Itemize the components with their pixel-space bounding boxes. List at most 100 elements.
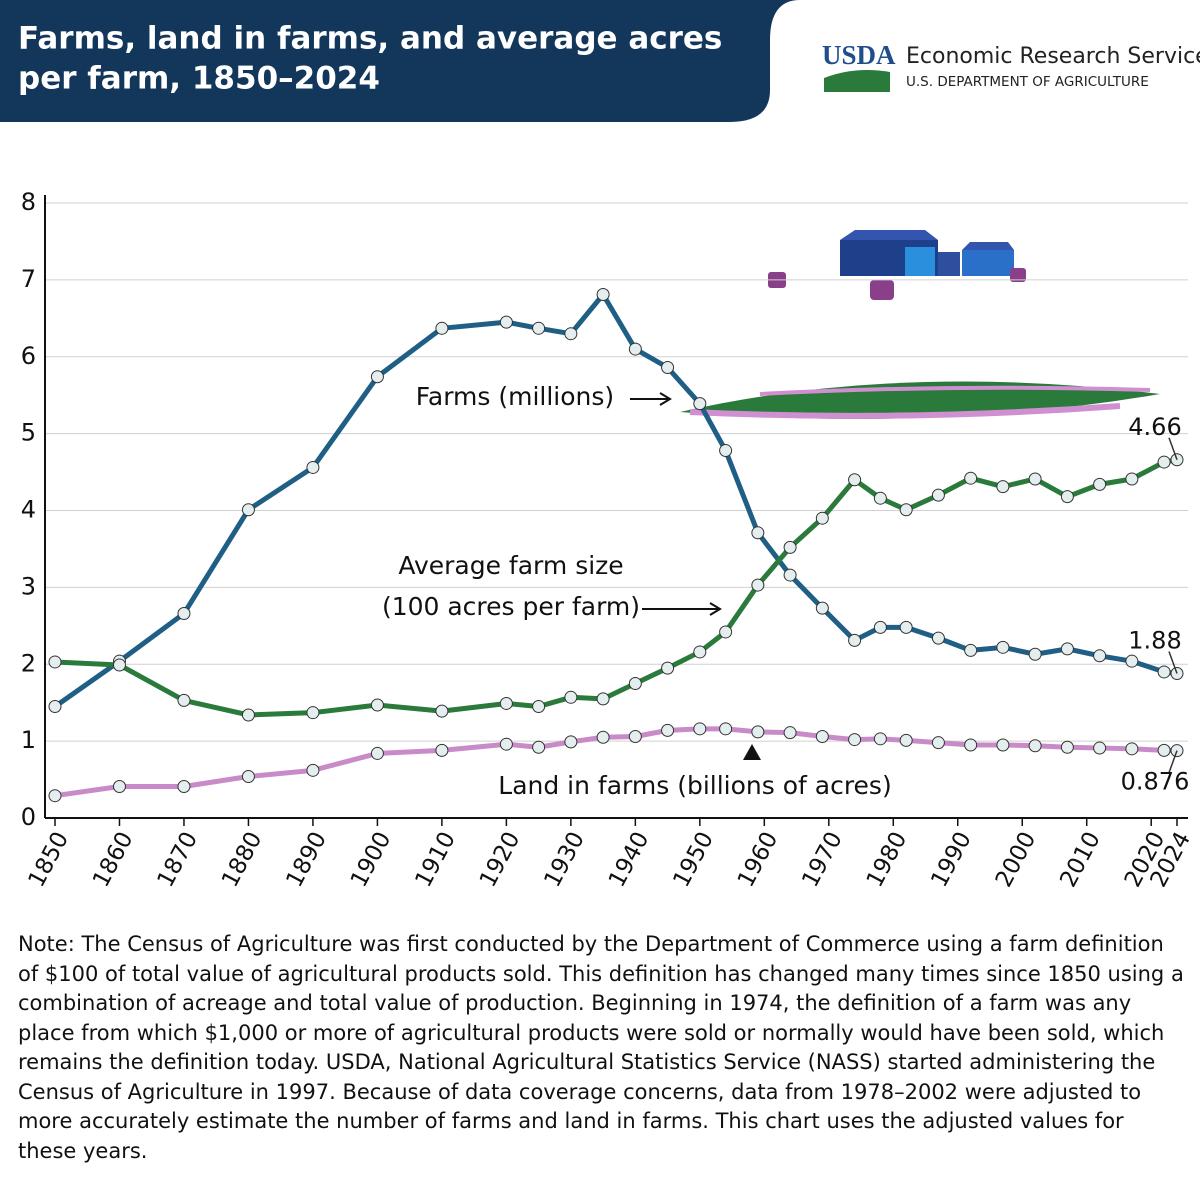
title-line: Farms, land in farms, and average acres (18, 21, 722, 57)
data-point (1125, 654, 1139, 668)
data-point (873, 491, 887, 505)
data-point (964, 471, 978, 485)
data-point (499, 315, 513, 329)
x-tick-label: 2000 (991, 828, 1041, 892)
data-point (370, 746, 384, 760)
data-point (241, 503, 255, 517)
data-point (532, 740, 546, 754)
data-point (661, 361, 675, 375)
data-point (996, 738, 1010, 752)
data-point (693, 645, 707, 659)
series-annotation: Land in farms (billions of acres) (498, 771, 891, 800)
x-tick-label: 1980 (862, 828, 912, 892)
data-point (306, 460, 320, 474)
data-point (48, 789, 62, 803)
data-point (628, 730, 642, 744)
data-point (564, 735, 578, 749)
data-point (177, 779, 191, 793)
series-annotation: Average farm size (398, 551, 623, 580)
department: U.S. DEPARTMENT OF AGRICULTURE (906, 74, 1149, 90)
data-point (899, 620, 913, 634)
data-point (751, 526, 765, 540)
y-tick-label: 1 (21, 726, 36, 754)
data-point (661, 723, 675, 737)
data-point (112, 658, 126, 672)
x-tick-label: 1970 (797, 828, 847, 892)
data-point (532, 700, 546, 714)
data-point (1060, 642, 1074, 656)
data-point (783, 726, 797, 740)
data-point (1028, 739, 1042, 753)
data-point (899, 733, 913, 747)
y-tick-label: 7 (21, 265, 36, 293)
data-point (719, 722, 733, 736)
data-point (783, 568, 797, 582)
logo-text: USDA (822, 40, 896, 70)
data-point (306, 706, 320, 720)
data-point (873, 620, 887, 634)
y-tick-label: 4 (21, 496, 36, 524)
data-point (370, 698, 384, 712)
data-point (931, 631, 945, 645)
data-point (370, 370, 384, 384)
x-tick-label: 1930 (539, 828, 589, 892)
x-tick-label: 1870 (153, 828, 203, 892)
series-annotation: Farms (millions) (416, 382, 614, 411)
title-line: per farm, 1850–2024 (18, 61, 380, 97)
data-point (48, 700, 62, 714)
arrow (642, 602, 722, 616)
x-tick-label: 1950 (668, 828, 718, 892)
data-point (1028, 647, 1042, 661)
y-tick-label: 2 (21, 649, 36, 677)
data-point (241, 769, 255, 783)
data-point (435, 704, 449, 718)
annotation: (100 acres per farm) (382, 592, 640, 621)
data-point (751, 725, 765, 739)
data-point (48, 655, 62, 669)
data-point (435, 321, 449, 335)
data-point (435, 743, 449, 757)
label-leader (1168, 750, 1178, 773)
data-point (564, 690, 578, 704)
data-point (1157, 743, 1171, 757)
data-point (931, 736, 945, 750)
data-point (996, 480, 1010, 494)
data-point (1125, 472, 1139, 486)
x-tick-label: 1990 (926, 828, 976, 892)
data-point (964, 738, 978, 752)
header: Farms, land in farms, and average acres … (0, 0, 1200, 122)
arrow (630, 392, 672, 406)
data-point (899, 503, 913, 517)
data-point (596, 287, 610, 301)
data-point (532, 321, 546, 335)
data-point (177, 607, 191, 621)
data-point (1028, 472, 1042, 486)
logo-mark (824, 70, 890, 92)
data-point (1157, 665, 1171, 679)
data-point (848, 633, 862, 647)
data-point (931, 488, 945, 502)
data-point (1060, 490, 1074, 504)
pointer (743, 744, 761, 760)
y-tick-label: 0 (21, 803, 36, 831)
data-point (815, 730, 829, 744)
data-point (693, 722, 707, 736)
data-point (996, 640, 1010, 654)
x-tick-label: 1900 (346, 828, 396, 892)
label-leader (1168, 437, 1178, 461)
data-point (1093, 741, 1107, 755)
data-point (1060, 740, 1074, 754)
data-point (564, 327, 578, 341)
label-leader (1168, 651, 1178, 674)
farm-illustration (680, 230, 1160, 419)
data-point (306, 763, 320, 777)
data-point (499, 737, 513, 751)
data-point (1125, 742, 1139, 756)
data-point (873, 732, 887, 746)
data-point (661, 661, 675, 675)
data-point (719, 444, 733, 458)
data-point (693, 397, 707, 411)
data-point (628, 676, 642, 690)
data-point (596, 692, 610, 706)
